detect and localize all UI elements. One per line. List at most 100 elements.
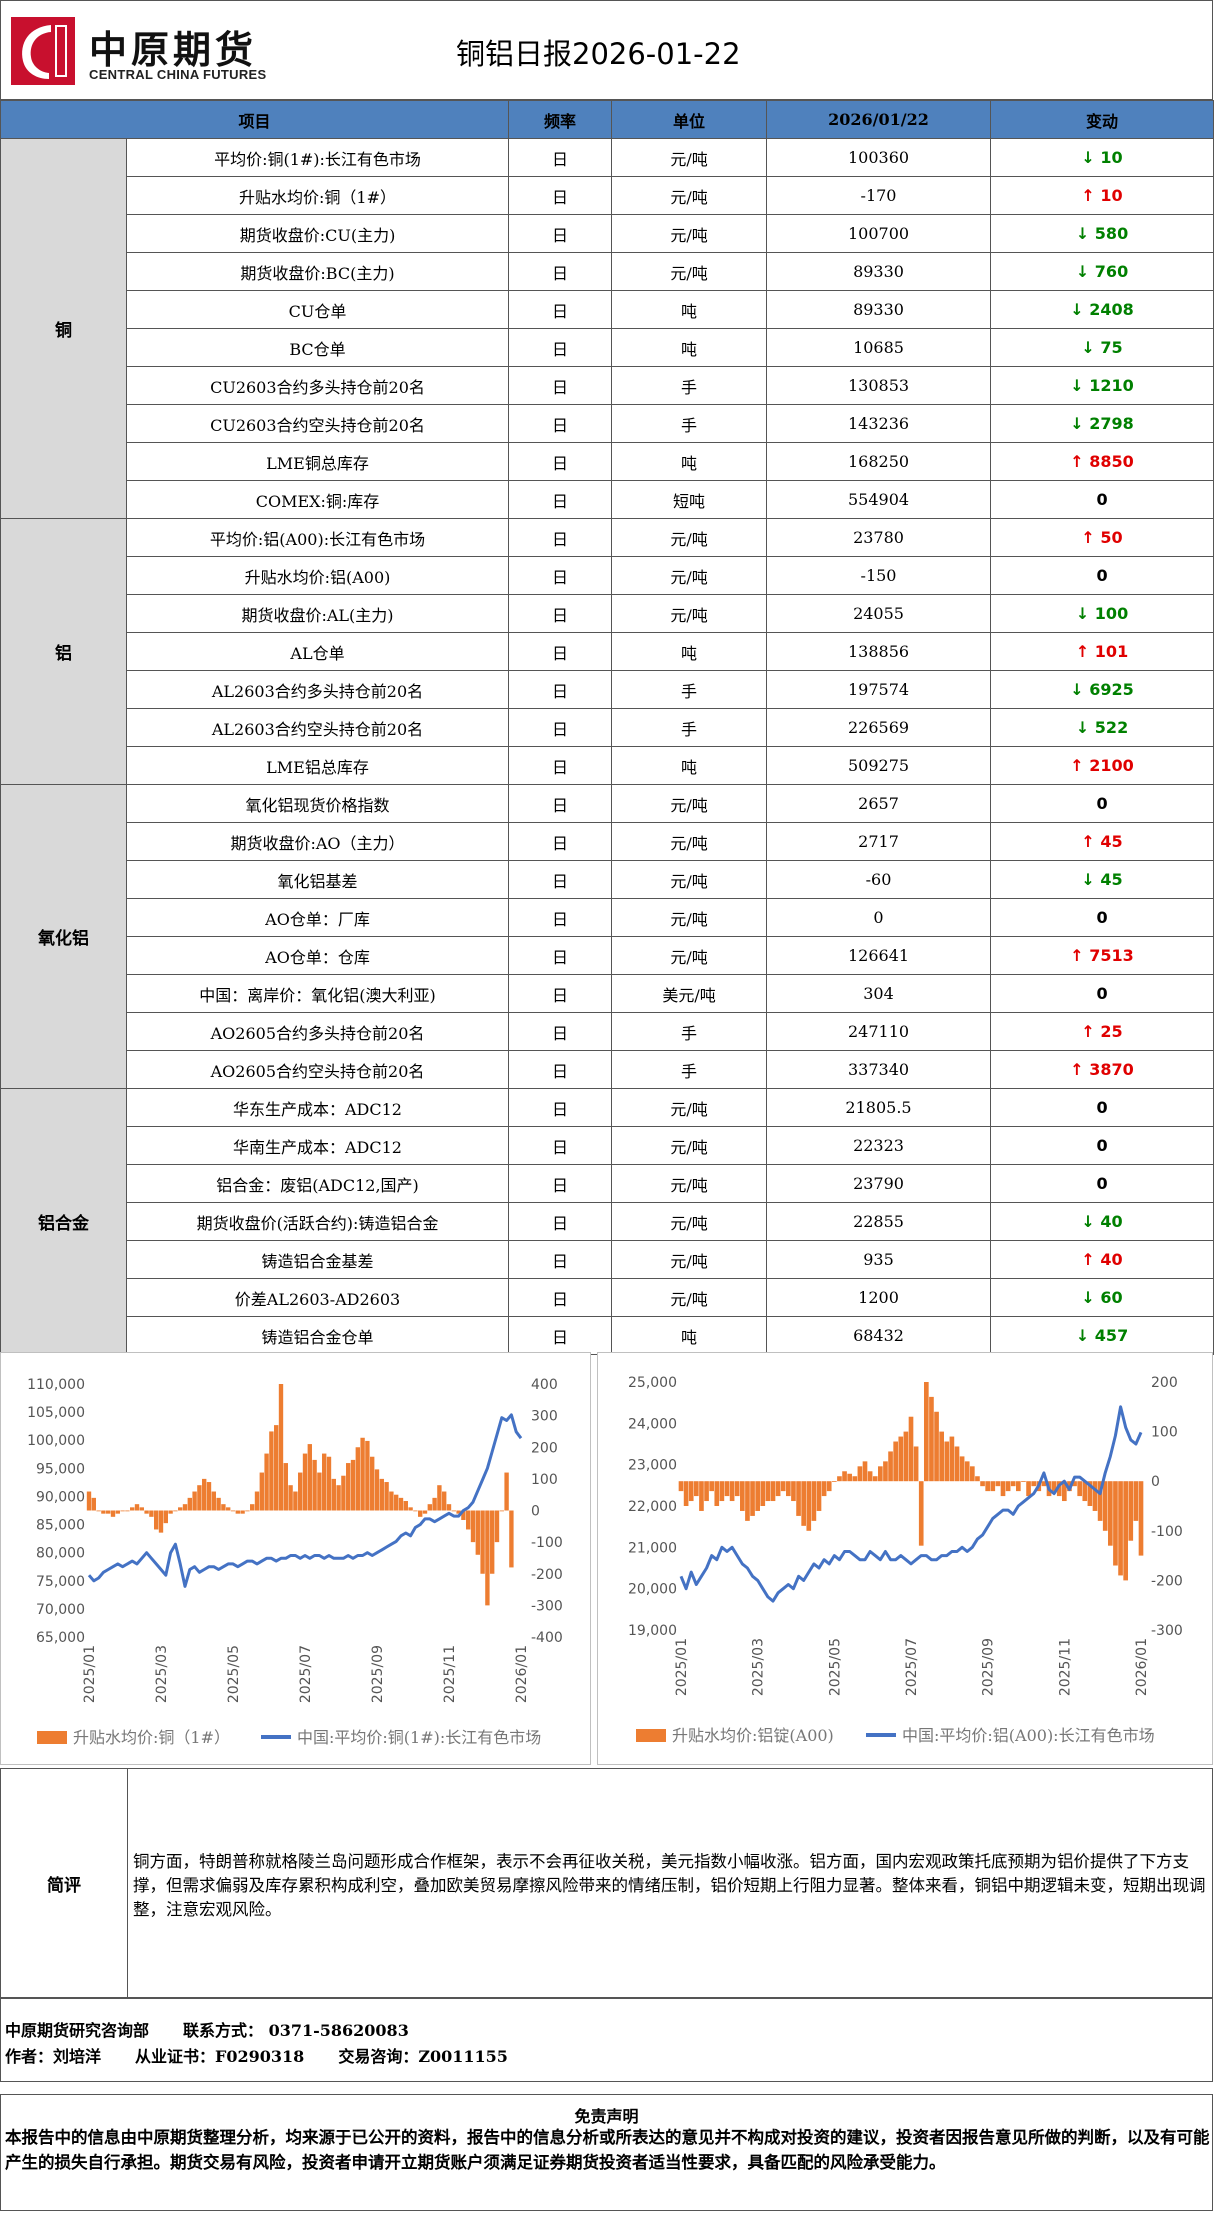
company-logo-mark — [11, 17, 75, 85]
bar-mark — [437, 1485, 442, 1511]
y-left-tick-label: 85,000 — [36, 1518, 85, 1534]
bar-mark — [837, 1476, 842, 1482]
bar-mark — [704, 1481, 709, 1502]
bar-mark — [408, 1507, 413, 1511]
value-cell: 22855 — [766, 1202, 992, 1241]
change-cell: 0 — [990, 480, 1215, 519]
bar-mark — [857, 1466, 863, 1482]
y-right-tick-label: 200 — [531, 1440, 558, 1456]
bar-mark — [929, 1396, 934, 1482]
bar-mark — [187, 1497, 192, 1511]
table-row: 华南生产成本：ADC12 日元/吨 22323 0 — [1, 1126, 1215, 1165]
item-cell: COMEX:铜:库存 — [125, 480, 510, 519]
value-cell: 935 — [766, 1240, 992, 1279]
author-name: 作者：刘培洋 — [5, 2047, 102, 2066]
change-value: 2798 — [1089, 414, 1134, 433]
bar-mark — [985, 1481, 990, 1492]
bar-mark — [163, 1510, 168, 1524]
item-cell: 铸造铝合金基差 — [125, 1240, 510, 1279]
bar-mark — [216, 1497, 221, 1511]
table-row: AL仓单日吨 138856 ↑ 101 — [1, 632, 1215, 671]
x-tick-label: 2025/07 — [298, 1645, 314, 1703]
y-left-tick-label: 70,000 — [36, 1602, 85, 1618]
value-cell: 126641 — [766, 936, 992, 975]
y-right-tick-label: 100 — [531, 1472, 558, 1488]
column-header-change: 变动 — [990, 100, 1215, 139]
bar-mark — [317, 1472, 322, 1511]
x-tick-label: 2025/11 — [442, 1645, 458, 1703]
frequency-cell: 日 — [508, 1278, 613, 1317]
change-cell: ↓ 100 — [990, 594, 1215, 633]
change-value: 75 — [1100, 338, 1123, 357]
bar-mark — [699, 1481, 704, 1511]
arrow-up-icon: ↑ — [1070, 452, 1090, 471]
unit-cell: 元/吨 — [611, 784, 768, 823]
change-cell: ↓ 2798 — [990, 404, 1215, 443]
table-row: AO仓单：厂库日元/吨 0 0 — [1, 898, 1215, 937]
value-cell: 304 — [766, 974, 992, 1013]
item-cell: BC仓单 — [125, 328, 510, 367]
change-value: 3870 — [1089, 1060, 1134, 1079]
bar-mark — [466, 1510, 471, 1530]
bar-mark — [780, 1481, 786, 1492]
x-tick-label: 2026/01 — [1134, 1638, 1150, 1696]
bar-mark — [379, 1478, 384, 1511]
frequency-cell: 日 — [508, 252, 613, 291]
bar-mark — [403, 1501, 408, 1511]
y-right-tick-label: -300 — [531, 1598, 563, 1614]
x-tick-label: 2025/03 — [751, 1638, 767, 1696]
arrow-down-icon: ↓ — [1070, 414, 1090, 433]
bar-mark — [832, 1481, 837, 1482]
table-row: 铝合金 华东生产成本：ADC12 日元/吨 21805.5 0 — [0, 1088, 1215, 1355]
value-cell: 2657 — [766, 784, 992, 823]
bar-mark — [939, 1431, 944, 1482]
bar-mark — [1026, 1481, 1031, 1497]
bar-mark — [842, 1471, 847, 1482]
y-left-tick-label: 24,000 — [628, 1416, 677, 1432]
bar-mark — [1077, 1481, 1082, 1497]
bar-mark — [750, 1481, 755, 1516]
bar-mark — [990, 1481, 996, 1492]
unit-cell: 手 — [611, 366, 768, 405]
change-value: 0 — [1096, 908, 1108, 927]
y-left-tick-label: 95,000 — [36, 1461, 85, 1477]
commentary-section: 简评 铜方面，特朗普称就格陵兰岛问题形成合作框架，表示不会再征收关税，美元指数小… — [0, 1768, 1213, 1998]
bar-mark — [509, 1510, 514, 1568]
unit-cell: 元/吨 — [611, 518, 768, 557]
value-cell: 100700 — [766, 214, 992, 253]
bar-mark — [499, 1510, 504, 1512]
bar-mark — [154, 1510, 159, 1530]
x-tick-label: 2025/03 — [154, 1645, 170, 1703]
value-cell: 24055 — [766, 594, 992, 633]
y-left-tick-label: 19,000 — [628, 1623, 677, 1639]
unit-cell: 元/吨 — [611, 822, 768, 861]
bar-mark — [903, 1431, 909, 1482]
change-cell: 0 — [990, 1088, 1215, 1127]
y-right-tick-label: -400 — [531, 1630, 563, 1646]
bar-mark — [134, 1504, 140, 1511]
unit-cell: 吨 — [611, 1316, 768, 1355]
bar-mark — [106, 1510, 111, 1514]
change-cell: 0 — [990, 898, 1215, 937]
bar-mark — [245, 1510, 250, 1512]
bar-mark — [954, 1446, 960, 1482]
arrow-down-icon: ↓ — [1070, 300, 1090, 319]
x-tick-label: 2025/11 — [1057, 1638, 1073, 1696]
change-cell: ↑ 3870 — [990, 1050, 1215, 1089]
bar-mark — [811, 1481, 817, 1521]
bar-mark — [913, 1446, 919, 1482]
bar-mark — [964, 1461, 970, 1482]
frequency-cell: 日 — [508, 974, 613, 1013]
item-cell: 升贴水均价:铝(A00) — [125, 556, 510, 595]
bar-mark — [734, 1481, 740, 1497]
item-cell: CU2603合约多头持仓前20名 — [125, 366, 510, 405]
y-left-tick-label: 65,000 — [36, 1630, 85, 1646]
bar-mark — [504, 1472, 509, 1511]
item-cell: 平均价:铝(A00):长江有色市场 — [125, 518, 510, 557]
x-tick-label: 2025/09 — [370, 1645, 386, 1703]
bar-mark — [688, 1481, 694, 1502]
x-tick-label: 2025/01 — [82, 1645, 98, 1703]
commentary-label: 简评 — [1, 1769, 128, 1997]
logo-english-text: CENTRAL CHINA FUTURES — [89, 67, 267, 82]
y-left-tick-label: 110,000 — [27, 1377, 85, 1393]
